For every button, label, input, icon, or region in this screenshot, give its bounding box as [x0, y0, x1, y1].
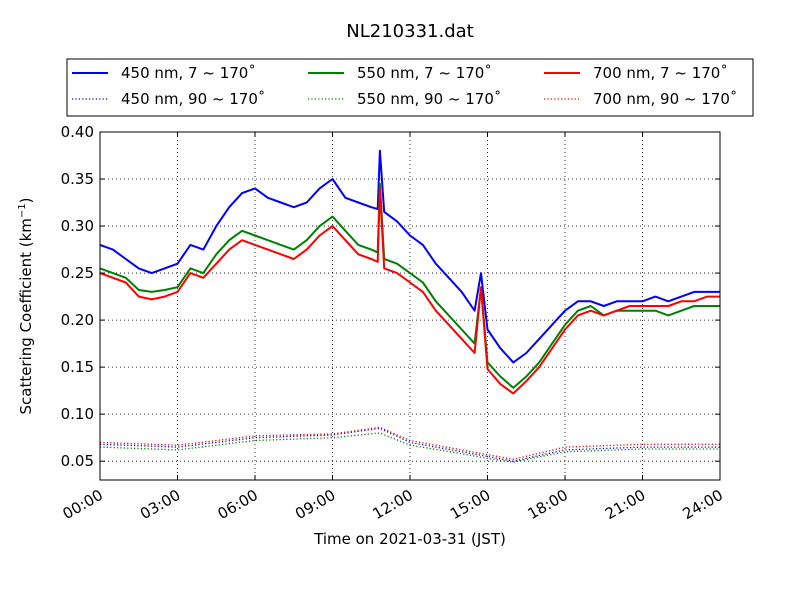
- x-tick-label: 18:00: [525, 486, 571, 523]
- y-axis-label: Scattering Coefficient (km−1): [17, 197, 35, 414]
- y-tick-label: 0.15: [61, 358, 94, 376]
- y-tick-label: 0.05: [61, 452, 94, 470]
- axis-ticks: 00:00 03:00 06:00 09:00 12:00 15:00 18:00 21:00…: [60, 123, 726, 523]
- plot-area: [99, 149, 720, 463]
- x-axis-label: Time on 2021-03-31 (JST): [313, 530, 506, 548]
- x-tick-label: 03:00: [137, 486, 183, 523]
- series-line-0: [99, 149, 720, 364]
- series-line-1: [99, 182, 720, 389]
- x-tick-label: 24:00: [680, 486, 726, 523]
- x-tick-label: 00:00: [60, 486, 106, 523]
- y-tick-label: 0.30: [61, 217, 94, 235]
- x-tick-label: 21:00: [602, 486, 648, 523]
- y-tick-label: 0.40: [61, 123, 94, 141]
- legend-frame: [66, 58, 754, 117]
- y-tick-label: 0.35: [61, 170, 94, 188]
- y-axis-label-close: ): [17, 197, 35, 203]
- chart-title: NL210331.dat: [346, 21, 473, 42]
- legend: 450 nm, 7 ~ 170˚ 550 nm, 7 ~ 170˚ 700 nm, …: [66, 58, 754, 117]
- y-axis-label-text: Scattering Coefficient (km: [17, 218, 35, 414]
- y-tick-label: 0.25: [61, 264, 94, 282]
- legend-label-2: 700 nm, 7 ~ 170˚: [593, 64, 728, 82]
- legend-label-4: 550 nm, 90 ~ 170˚: [357, 90, 501, 108]
- legend-label-3: 450 nm, 90 ~ 170˚: [121, 90, 265, 108]
- grid: [100, 132, 720, 480]
- legend-label-0: 450 nm, 7 ~ 170˚: [121, 64, 256, 82]
- legend-label-5: 700 nm, 90 ~ 170˚: [593, 90, 737, 108]
- y-tick-label: 0.20: [61, 311, 94, 329]
- x-tick-label: 06:00: [215, 486, 261, 523]
- series-line-3: [99, 427, 720, 462]
- x-tick-label: 15:00: [447, 486, 493, 523]
- x-tick-label: 09:00: [292, 486, 338, 523]
- legend-label-1: 550 nm, 7 ~ 170˚: [357, 64, 492, 82]
- series-line-5: [99, 426, 720, 460]
- x-tick-label: 12:00: [370, 486, 416, 523]
- y-tick-label: 0.10: [61, 405, 94, 423]
- series-line-4: [99, 432, 720, 463]
- series-line-2: [99, 187, 720, 395]
- y-axis-label-sup: −1: [17, 203, 28, 218]
